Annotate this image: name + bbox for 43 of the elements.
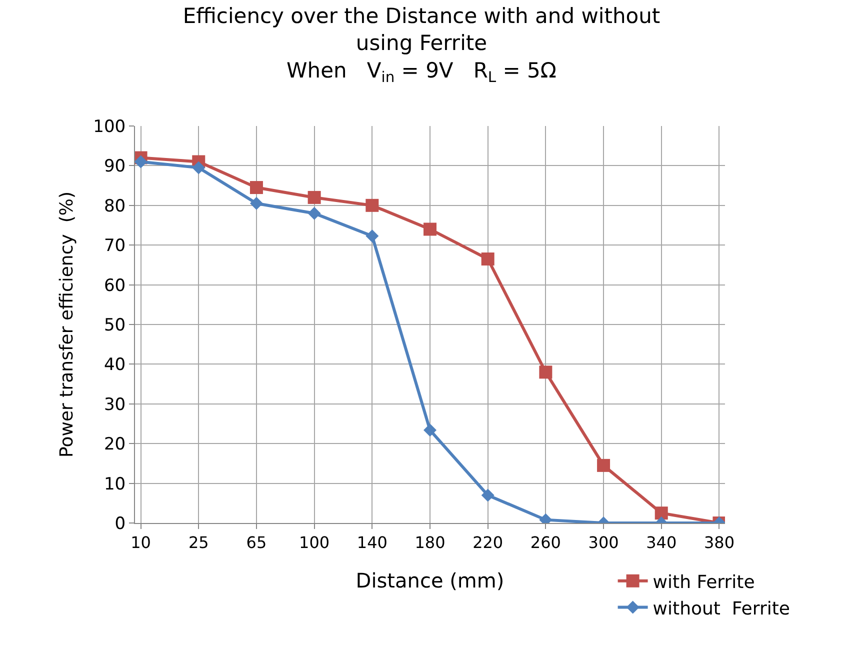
y-tick-label: 60 [104,276,126,296]
point [135,155,148,168]
point [424,424,436,437]
x-tick-label: 65 [246,533,267,552]
x-tick-label: 100 [299,533,330,552]
chart-subtitle: When V$_{in}$ = 9V R$_{L}$ = 5Ω [286,58,556,86]
x-tick-label: 260 [530,533,561,552]
y-tick-label: 0 [114,514,126,534]
y-tick-label: 20 [104,434,126,455]
x-tick-label: 340 [646,533,677,552]
point [539,366,552,379]
point [366,229,379,242]
y-tick-label: 90 [104,156,126,177]
point [308,190,321,204]
chart-title: Efficiency over the Distance with and without using Ferrite [182,4,660,56]
point [481,252,494,266]
x-tick-label: 25 [188,533,209,552]
point [308,206,321,220]
y-tick-label: 100 [93,116,126,137]
x-tick-label: 220 [472,533,504,552]
x-tick-label: 380 [704,533,734,552]
legend-label: without Ferrite [652,598,790,620]
y-tick-label: 80 [104,196,126,216]
point [250,196,263,210]
x-tick-label: 180 [414,533,446,552]
point [366,198,379,212]
point [192,161,206,174]
point [250,181,263,194]
y-tick-label: 50 [104,315,126,336]
y-axis-title: Power transfer efficiency (%) [56,192,78,458]
legend-label: with Ferrite [652,572,755,593]
x-tick-label: 300 [588,533,619,552]
point [481,488,494,502]
point [424,222,436,236]
point [597,458,610,472]
x-tick-label: 10 [130,533,151,552]
y-tick-label: 40 [104,355,126,376]
point [654,506,668,520]
x-tick-label: 140 [356,533,388,552]
y-tick-label: 30 [104,394,126,415]
x-axis-title: Distance (mm) [356,568,504,593]
y-tick-label: 10 [104,474,126,494]
y-tick-label: 70 [104,236,126,256]
